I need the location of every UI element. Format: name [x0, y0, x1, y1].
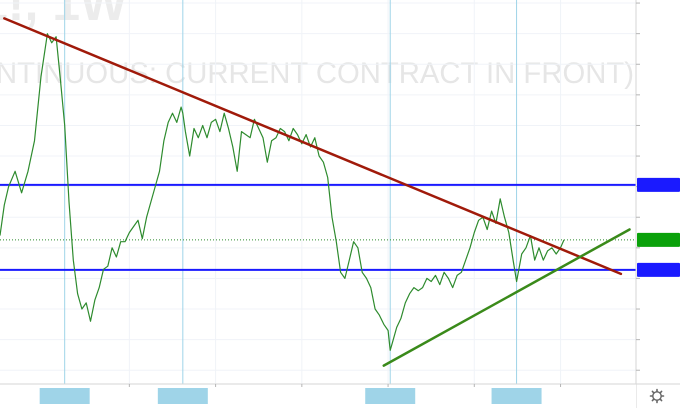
watermark-description: NTINUOUS: CURRENT CONTRACT IN FRONT)	[0, 57, 634, 90]
date-marker-label-box	[491, 388, 542, 404]
trendline	[382, 228, 631, 367]
price-label-box	[637, 177, 680, 192]
date-marker-label-box	[157, 388, 208, 404]
price-series-line	[0, 33, 565, 351]
horizontal-levels	[0, 183, 636, 271]
y-axis-background	[636, 0, 680, 408]
y-axis	[635, 0, 680, 408]
date-marker-lines	[64, 0, 518, 384]
settings-icon[interactable]	[649, 388, 665, 404]
watermark-symbol: 1!, 1W	[0, 0, 128, 31]
trendline	[3, 17, 623, 276]
settings-icon-hub	[652, 391, 662, 401]
price-label-box	[637, 262, 680, 277]
date-marker-label-box	[39, 388, 90, 404]
trendlines	[3, 17, 631, 367]
date-marker-label-box	[365, 388, 416, 404]
price-series	[0, 33, 565, 351]
x-axis	[0, 383, 680, 408]
grid	[0, 0, 636, 384]
watermark: 1!, 1W NTINUOUS: CURRENT CONTRACT IN FRO…	[0, 0, 634, 90]
price-label-box	[637, 232, 680, 247]
